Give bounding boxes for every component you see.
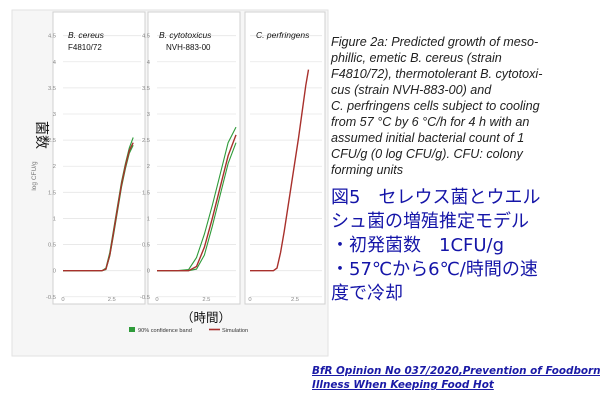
caption-line: forming units [331, 163, 404, 177]
y-tick-label: 0 [147, 269, 150, 275]
japanese-note-line: シュ菌の増殖推定モデル [331, 211, 529, 232]
y-tick-label: 2.5 [48, 138, 56, 144]
legend-label-confidence: 90% confidence band [138, 328, 192, 334]
panel-title: B. cereus [68, 30, 105, 40]
japanese-note: 図5 セレウス菌とウエル シュ菌の増殖推定モデル ・初発菌数 1CFU/g ・57℃か… [331, 186, 593, 306]
y-tick-label: 0.5 [48, 243, 56, 249]
chart-panels: 4.5 4 3.5 3 2.5 2 1.5 1 0.5 0 -0.5 0 2.5 B. cereus F48… [46, 11, 326, 305]
y-tick-label: 3.5 [48, 86, 56, 92]
y-tick-label: 2 [53, 164, 56, 170]
panel-frame [244, 11, 326, 305]
caption-line: F4810/72), thermotolerant B. cytotoxi- [331, 67, 543, 81]
reference-line: Illness When Keeping Food Hot [312, 379, 494, 391]
x-tick-label: 0 [61, 297, 64, 303]
caption-line: Figure 2a: Predicted growth of meso- [331, 35, 539, 49]
y-tick-label: 0.5 [142, 243, 150, 249]
y-tick-label: 1.5 [142, 190, 150, 196]
japanese-note-line: ・57℃から6℃/時間の速 [331, 259, 538, 280]
simulation-line [157, 134, 237, 272]
x-tick-label: 0 [248, 297, 251, 303]
reference-link[interactable]: BfR Opinion No 037/2020,Prevention of Fo… [312, 364, 600, 392]
y-tick-label: 4.5 [48, 34, 56, 40]
caption-line: from 57 °C by 6 °C/h for 4 h with an [331, 115, 530, 129]
x-axis-note: （時間） [181, 310, 231, 325]
panel-frame [52, 11, 146, 305]
y-tick-label: 4.5 [142, 34, 150, 40]
chart-panel-2: 4.5 4 3.5 3 2.5 2 1.5 1 0.5 0 -0.5 0 2.5 B. cytotoxic… [140, 11, 241, 305]
caption-line: CFU/g (0 log CFU/g). CFU: colony [331, 147, 523, 161]
legend-swatch-confidence [129, 327, 135, 332]
y-tick-label: -0.5 [140, 295, 150, 301]
chart-panel-1: 4.5 4 3.5 3 2.5 2 1.5 1 0.5 0 -0.5 0 2.5 B. cereus F48… [46, 11, 146, 305]
y-tick-label: 0 [53, 269, 56, 275]
x-tick-label: 2.5 [202, 297, 210, 303]
reference-line: BfR Opinion No 037/2020,Prevention of Fo… [312, 365, 600, 377]
y-tick-label: -0.5 [46, 295, 56, 301]
y-tick-label: 1.5 [48, 190, 56, 196]
x-tick-label: 2.5 [291, 297, 299, 303]
side-notes: 菌数 log CFU/g （時間） [31, 121, 231, 325]
simulation-line [63, 142, 134, 272]
panel-frame [147, 11, 241, 305]
caption-line: assumed initial bacterial count of 1 [331, 131, 525, 145]
y-axis-label: log CFU/g [31, 161, 38, 191]
y-tick-label: 4 [147, 60, 151, 66]
figure-caption: Figure 2a: Predicted growth of meso-phil… [331, 34, 593, 178]
legend-label-simulation: Simulation [222, 328, 248, 334]
caption-line: phillic, emetic B. cereus (strain [331, 51, 502, 65]
y-tick-label: 1 [53, 216, 56, 222]
y-tick-label: 1 [147, 216, 150, 222]
panel-subtitle: NVH-883-00 [166, 43, 211, 52]
caption-line: C. perfringens cells subject to cooling [331, 99, 540, 113]
y-tick-label: 2.5 [142, 138, 150, 144]
japanese-note-line: 図5 セレウス菌とウエル [331, 187, 541, 208]
panel-title: C. perfringens [256, 30, 310, 40]
simulation-line [250, 69, 310, 272]
y-tick-label: 3.5 [142, 86, 150, 92]
y-tick-label: 2 [147, 164, 150, 170]
y-tick-label: 3 [53, 112, 56, 118]
y-tick-label: 4 [53, 60, 57, 66]
caption-line: cus (strain NVH-883-00) and [331, 83, 492, 97]
panel-subtitle: F4810/72 [68, 43, 102, 52]
x-tick-label: 2.5 [108, 297, 116, 303]
panel-title: B. cytotoxicus [159, 30, 212, 40]
y-tick-label: 3 [147, 112, 150, 118]
legend: 90% confidence band Simulation [129, 327, 248, 334]
x-tick-label: 0 [155, 297, 158, 303]
japanese-note-line: ・初発菌数 1CFU/g [331, 235, 505, 256]
y-axis-note: 菌数 [33, 121, 49, 149]
japanese-note-line: 度で冷却 [331, 283, 403, 304]
chart-panel-3: 0 2.5 C. perfringens [244, 11, 326, 305]
